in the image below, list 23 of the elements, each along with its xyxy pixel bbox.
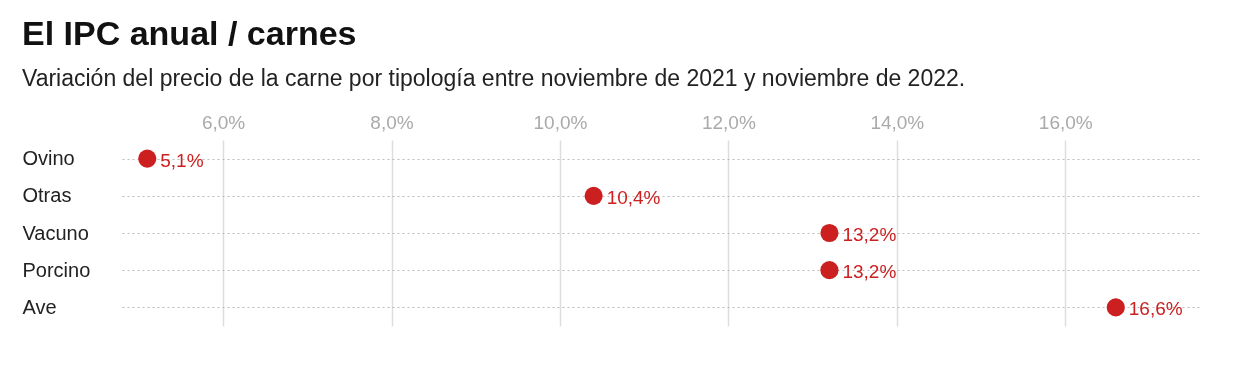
x-tick-label: 10,0% [533,111,588,133]
chart-subtitle: Variación del precio de la carne por tipología entre noviembre de 2021 y noviembre de 2022. [22,65,966,91]
x-tick-label: 14,0% [870,111,925,133]
x-tick-label: 16,0% [1038,111,1093,133]
y-tick-label: Ovino [22,147,75,170]
x-tick-label: 12,0% [701,111,756,133]
data-label: 5,1% [160,149,204,171]
data-label: 13,2% [842,261,897,283]
point [1106,298,1125,317]
y-tick-label: Porcino [22,258,91,281]
y-tick-label: Otras [22,184,72,207]
chart-title: El IPC anual / carnes [22,14,357,52]
point [820,261,839,280]
x-tick-label: 6,0% [201,111,246,133]
data-label: 10,4% [606,186,661,208]
y-tick-label: Ave [22,295,57,318]
point [584,186,603,205]
y-tick-label: Vacuno [22,221,89,244]
data-label: 16,6% [1128,298,1183,320]
point [138,149,157,168]
point [820,223,839,243]
data-label: 13,2% [842,224,897,245]
x-tick-label: 8,0% [370,111,414,133]
